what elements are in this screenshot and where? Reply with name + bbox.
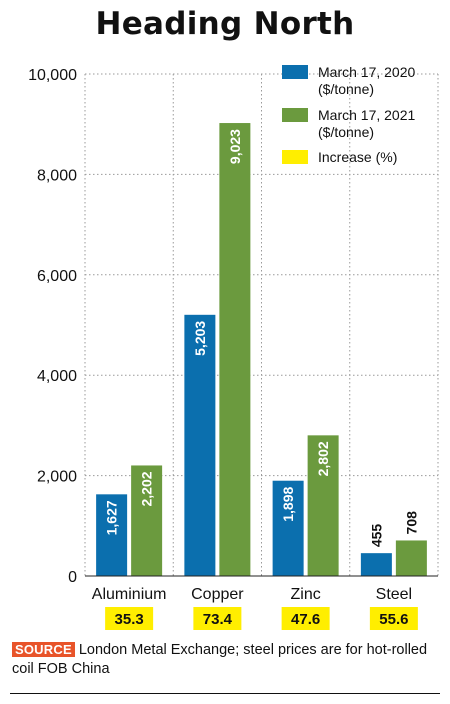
data-label: 455 (368, 524, 384, 548)
legend-2020-swatch (282, 65, 308, 79)
x-tick-label: Zinc (291, 586, 321, 603)
increase-label: 35.3 (115, 611, 144, 628)
y-tick-label: 10,000 (28, 67, 77, 84)
x-tick-label: Aluminium (92, 586, 167, 603)
increase-label: 55.6 (379, 611, 408, 628)
y-tick-label: 6,000 (37, 268, 77, 285)
source-note: SOURCE London Metal Exchange; steel pric… (12, 640, 442, 679)
increase-label: 47.6 (291, 611, 320, 628)
bar-copper-2021 (219, 123, 251, 576)
legend-2020-label: ($/tonne) (318, 81, 374, 97)
data-label: 1,627 (104, 500, 120, 535)
legend-2021-label: March 17, 2021 (318, 107, 415, 123)
bar-zinc-2021 (307, 435, 339, 576)
increase-label: 73.4 (203, 611, 233, 628)
data-label: 2,802 (315, 441, 331, 476)
legend-2020-label: March 17, 2020 (318, 64, 415, 80)
chart-title: Heading North (95, 6, 355, 42)
bar-zinc-2020 (272, 480, 304, 576)
y-tick-label: 2,000 (37, 469, 77, 486)
bar-steel-2021 (395, 540, 427, 576)
y-tick-label: 8,000 (37, 167, 77, 184)
legend-2021-swatch (282, 108, 308, 122)
increase-badge (105, 607, 154, 630)
increase-badge (193, 607, 242, 630)
bar-copper-2020 (184, 314, 216, 576)
data-label: 5,203 (192, 321, 208, 356)
data-label: 2,202 (139, 471, 155, 506)
source-tag: SOURCE (12, 642, 75, 657)
source-text: London Metal Exchange; steel prices are … (12, 642, 428, 677)
bar-aluminium-2021 (131, 465, 163, 576)
data-label: 1,898 (280, 487, 296, 522)
bottom-rule (10, 693, 440, 694)
x-tick-label: Steel (376, 586, 412, 603)
x-tick-label: Copper (191, 586, 244, 603)
legend-increase-swatch (282, 150, 308, 164)
y-tick-label: 0 (68, 569, 77, 586)
y-tick-label: 4,000 (37, 368, 77, 385)
data-label: 708 (403, 511, 419, 535)
legend-increase-label: Increase (%) (318, 149, 397, 165)
bar-aluminium-2020 (96, 494, 128, 576)
increase-badge (281, 607, 330, 630)
legend-2021-label: ($/tonne) (318, 124, 374, 140)
data-label: 9,023 (227, 129, 243, 164)
bar-steel-2020 (360, 553, 392, 576)
increase-badge (369, 607, 418, 630)
